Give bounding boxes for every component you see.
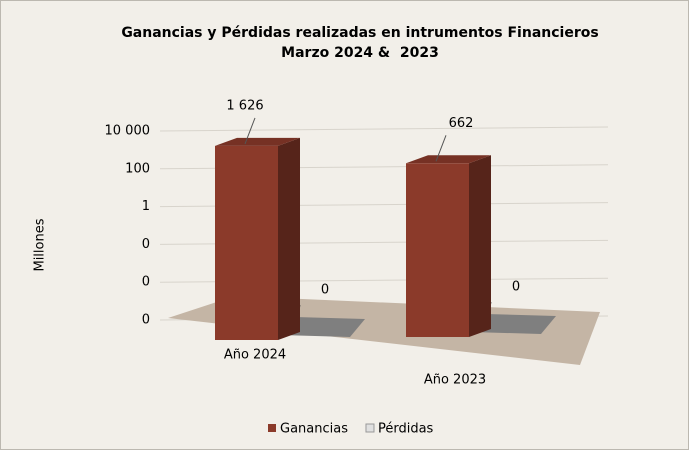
chart-subtitle: Marzo 2024 & 2023	[281, 45, 439, 61]
bar-top	[215, 137, 300, 146]
data-label: 0	[321, 283, 329, 298]
legend-swatch	[268, 424, 276, 432]
data-label: 0	[512, 280, 520, 295]
y-tick-label: 100	[125, 161, 150, 176]
legend-label: Ganancias	[280, 422, 348, 437]
y-tick-label: 0	[142, 313, 150, 328]
data-label: 1 626	[226, 98, 263, 113]
y-tick-label: 10 000	[105, 124, 151, 139]
y-axis-label: Millones	[33, 218, 48, 271]
bar	[471, 314, 556, 334]
chart-title: Ganancias y Pérdidas realizadas en intru…	[121, 25, 598, 41]
legend-swatch	[365, 423, 375, 433]
bar-front	[406, 163, 469, 337]
bar-side	[469, 155, 491, 337]
bar	[215, 137, 300, 340]
y-tick-label: 0	[142, 275, 150, 290]
leader-line	[435, 135, 447, 162]
bar-top	[406, 155, 491, 164]
bar-front	[215, 145, 278, 340]
y-tick-label: 1	[142, 199, 150, 214]
bar	[280, 317, 365, 337]
bar-side	[278, 137, 300, 340]
x-tick-label: Año 2023	[424, 373, 486, 388]
leader-line	[244, 117, 256, 145]
x-tick-label: Año 2024	[224, 348, 286, 363]
grid-line	[159, 126, 609, 132]
y-tick-label: 0	[142, 237, 150, 252]
legend-label: Pérdidas	[378, 422, 434, 437]
data-label: 662	[449, 116, 474, 131]
bar	[406, 155, 491, 337]
